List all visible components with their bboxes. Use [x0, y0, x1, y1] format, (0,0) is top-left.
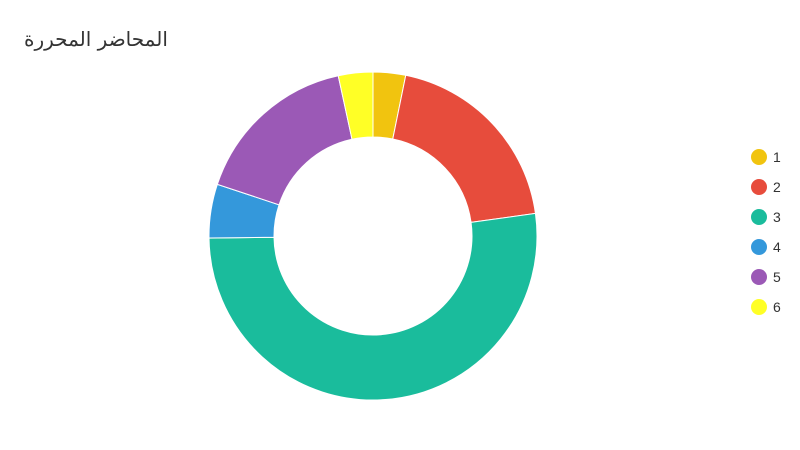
legend-label-3: 3: [773, 209, 781, 225]
donut-slice-2[interactable]: [392, 74, 537, 223]
legend-item-4[interactable]: 4: [751, 232, 791, 262]
donut-slices: [208, 71, 538, 401]
donut-slice-6[interactable]: [337, 71, 374, 140]
donut-slice-3[interactable]: [208, 212, 538, 401]
legend-item-5[interactable]: 5: [751, 262, 791, 292]
legend-swatch-2: [751, 179, 767, 195]
chart-legend: 1 2 3 4 5 6: [751, 142, 791, 322]
legend-item-1[interactable]: 1: [751, 142, 791, 172]
legend-swatch-5: [751, 269, 767, 285]
legend-label-2: 2: [773, 179, 781, 195]
legend-swatch-6: [751, 299, 767, 315]
legend-label-5: 5: [773, 269, 781, 285]
legend-item-2[interactable]: 2: [751, 172, 791, 202]
legend-swatch-1: [751, 149, 767, 165]
legend-label-6: 6: [773, 299, 781, 315]
legend-swatch-4: [751, 239, 767, 255]
legend-swatch-3: [751, 209, 767, 225]
legend-label-4: 4: [773, 239, 781, 255]
legend-item-3[interactable]: 3: [751, 202, 791, 232]
legend-label-1: 1: [773, 149, 781, 165]
legend-item-6[interactable]: 6: [751, 292, 791, 322]
donut-slice-5[interactable]: [216, 75, 353, 206]
chart-title: المحاضر المحررة: [24, 27, 168, 51]
